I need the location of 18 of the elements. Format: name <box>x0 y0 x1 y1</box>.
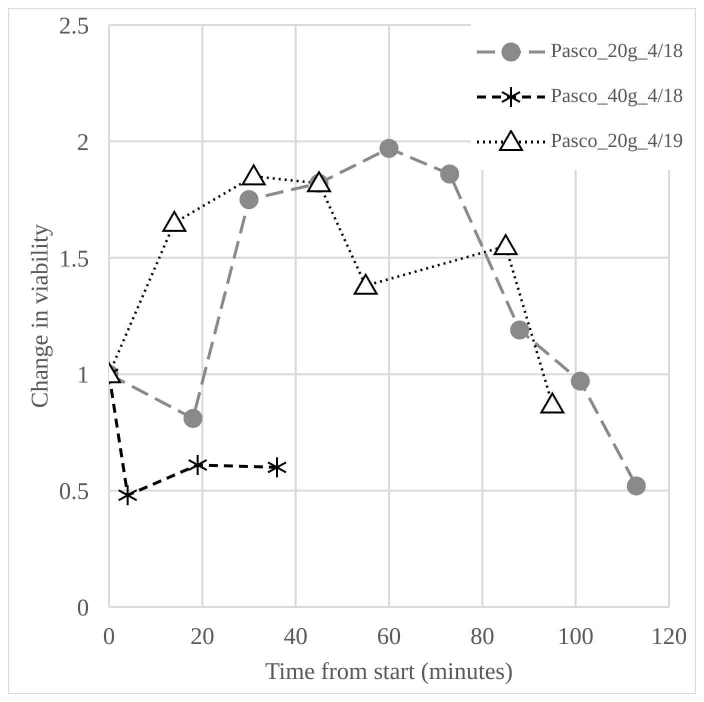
legend-label: Pasco_20g_4/19 <box>550 130 683 153</box>
y-tick-label: 2.5 <box>59 14 89 40</box>
x-tick-label: 120 <box>651 624 687 650</box>
x-tick-label: 40 <box>284 624 308 650</box>
x-tick-label: 0 <box>103 624 115 650</box>
y-tick-label: 1 <box>77 362 89 389</box>
legend-label: Pasco_20g_4/18 <box>550 40 683 63</box>
y-tick-label: 0.5 <box>59 479 89 506</box>
y-axis-title: Change in viability <box>28 224 54 408</box>
x-axis-title: Time from start (minutes) <box>265 659 513 685</box>
y-tick-label: 1.5 <box>59 246 89 272</box>
x-tick-label: 80 <box>470 624 494 650</box>
x-tick-label: 60 <box>377 624 401 650</box>
x-tick-label: 20 <box>190 624 214 650</box>
y-tick-label: 2 <box>77 130 89 156</box>
x-tick-label: 100 <box>558 624 594 650</box>
legend-label: Pasco_40g_4/18 <box>550 85 683 108</box>
y-tick-label: 0 <box>77 596 89 622</box>
